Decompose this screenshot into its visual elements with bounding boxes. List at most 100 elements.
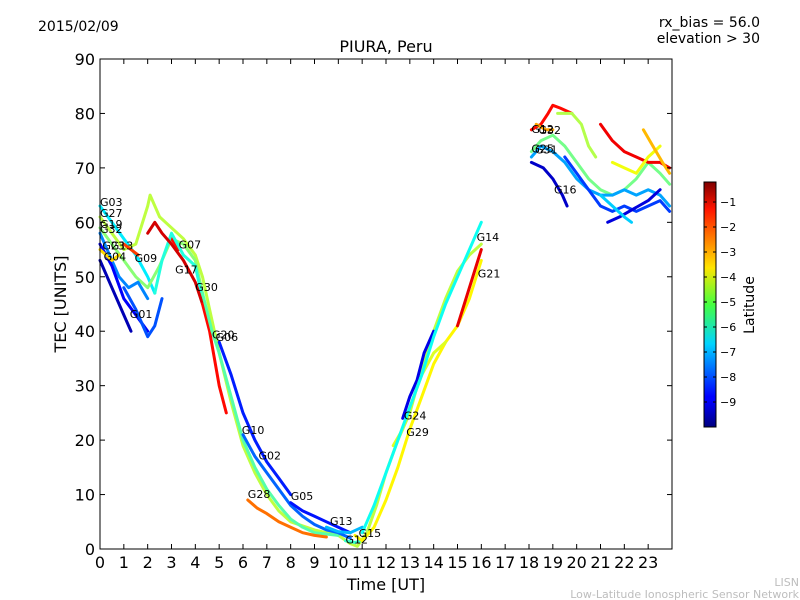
series-g15 <box>353 258 483 543</box>
x-tick-label-13: 13 <box>400 553 420 572</box>
y-tick-label-40: 40 <box>75 322 95 341</box>
satellite-label-17: G05 <box>291 490 314 503</box>
series-g07 <box>170 237 181 252</box>
colorbar-tick-label--3: −3 <box>720 246 736 259</box>
y-tick-label-60: 60 <box>75 213 95 232</box>
x-tick-label-10: 10 <box>328 553 348 572</box>
colorbar-label: Latitude <box>742 276 758 334</box>
satellite-label-0: G03 <box>100 196 123 209</box>
x-tick-label-5: 5 <box>214 553 224 572</box>
x-tick-label-1: 1 <box>119 553 129 572</box>
satellite-label-8: G07 <box>179 239 202 252</box>
x-tick-label-9: 9 <box>309 553 319 572</box>
satellite-label-14: G10 <box>242 424 265 437</box>
x-tick-label-8: 8 <box>286 553 296 572</box>
y-tick-label-70: 70 <box>75 159 95 178</box>
footer-org-long: Low-Latitude Ionospheric Sensor Network <box>570 588 799 600</box>
satellite-label-29: G16 <box>554 184 577 197</box>
series-g14 <box>360 220 483 535</box>
series-g01 <box>122 286 164 339</box>
series-g24 <box>401 329 436 420</box>
x-tick-label-4: 4 <box>190 553 200 572</box>
series-g06 <box>201 291 340 537</box>
x-tick-label-0: 0 <box>95 553 105 572</box>
colorbar-tick-label--4: −4 <box>720 271 736 284</box>
x-tick-label-16: 16 <box>471 553 491 572</box>
x-axis-label: Time [UT] <box>346 575 425 594</box>
series-g18 <box>641 128 672 175</box>
satellite-label-19: G15 <box>359 527 382 540</box>
satellite-label-15: G02 <box>259 450 282 463</box>
series-g10 <box>217 340 293 497</box>
series-g19 <box>98 226 204 295</box>
satellite-label-20: G12 <box>346 534 369 547</box>
x-tick-label-22: 22 <box>614 553 634 572</box>
y-tick-label-10: 10 <box>75 486 95 505</box>
colorbar-tick-label--5: −5 <box>720 296 736 309</box>
x-tick-label-15: 15 <box>447 553 467 572</box>
x-tick-label-19: 19 <box>543 553 563 572</box>
series-g30 <box>146 220 204 306</box>
series-g32 <box>98 231 150 301</box>
series-g10b <box>599 193 633 224</box>
satellite-label-25: G12 <box>531 123 554 136</box>
satellite-label-16: G28 <box>248 488 271 501</box>
y-tick-label-90: 90 <box>75 50 95 69</box>
satellite-label-2: G19 <box>100 218 123 231</box>
series-g13 <box>98 248 121 262</box>
satellite-label-27: G25 <box>531 143 554 156</box>
footer-org-short: LISN <box>774 576 799 589</box>
satellite-label-13: G06 <box>216 331 239 344</box>
series-g09 <box>122 242 140 257</box>
y-tick-label-30: 30 <box>75 377 95 396</box>
satellite-label-3: G32 <box>100 223 123 236</box>
series-g26 <box>556 111 598 159</box>
x-tick-label-12: 12 <box>376 553 396 572</box>
satellite-label-26: G32 <box>539 124 562 137</box>
series-g16 <box>529 160 569 208</box>
satellite-label-28: G31 <box>535 144 558 157</box>
series-g02 <box>241 433 352 540</box>
series-g12 <box>344 538 364 544</box>
series-g11 <box>610 144 662 175</box>
colorbar-ticks: −9 −8 −7 −6 −5 −4 −3 −2 −1 <box>704 196 736 409</box>
satellite-label-12: G20 <box>212 328 235 341</box>
satellite-label-21: G24 <box>404 409 427 422</box>
series-g16b <box>563 155 672 213</box>
x-tick-label-18: 18 <box>519 553 539 572</box>
series-g21 <box>456 248 483 328</box>
x-tick-label-17: 17 <box>495 553 515 572</box>
x-axis-ticks: 0 1 2 3 4 5 6 7 8 9 10 11 12 13 14 15 16 17 18 19 20 21 22 23 <box>95 59 658 572</box>
series-g08 <box>599 122 672 170</box>
satellite-label-1: G27 <box>100 207 123 220</box>
colorbar <box>703 181 717 428</box>
satellite-label-11: G01 <box>130 308 153 321</box>
series-g28 <box>246 498 328 539</box>
elevation-label: elevation > 30 <box>657 31 760 47</box>
x-tick-label-11: 11 <box>352 553 372 572</box>
colorbar-tick-label--6: −6 <box>720 321 736 334</box>
series-g20 <box>201 302 228 415</box>
colorbar-tick-label--9: −9 <box>720 396 736 409</box>
x-tick-label-21: 21 <box>590 553 610 572</box>
x-tick-label-20: 20 <box>566 553 586 572</box>
satellite-label-7: G09 <box>135 252 158 265</box>
series-g22 <box>606 188 662 224</box>
y-axis-ticks: 0 10 20 30 40 50 60 70 80 90 <box>75 50 672 559</box>
y-tick-label-50: 50 <box>75 268 95 287</box>
series-layer <box>98 103 672 548</box>
y-tick-label-20: 20 <box>75 431 95 450</box>
colorbar-tick-label--8: −8 <box>720 371 736 384</box>
satellite-label-18: G13 <box>330 515 353 528</box>
series-g13b <box>324 525 364 535</box>
series-g17 <box>153 231 204 301</box>
colorbar-tick-label--7: −7 <box>720 346 736 359</box>
y-axis-label: TEC [UNITS] <box>51 256 70 354</box>
satellite-label-22: G29 <box>406 426 429 439</box>
x-tick-label-2: 2 <box>143 553 153 572</box>
satellite-label-6: G04 <box>104 250 127 263</box>
date-label: 2015/02/09 <box>38 19 119 35</box>
x-tick-label-3: 3 <box>166 553 176 572</box>
